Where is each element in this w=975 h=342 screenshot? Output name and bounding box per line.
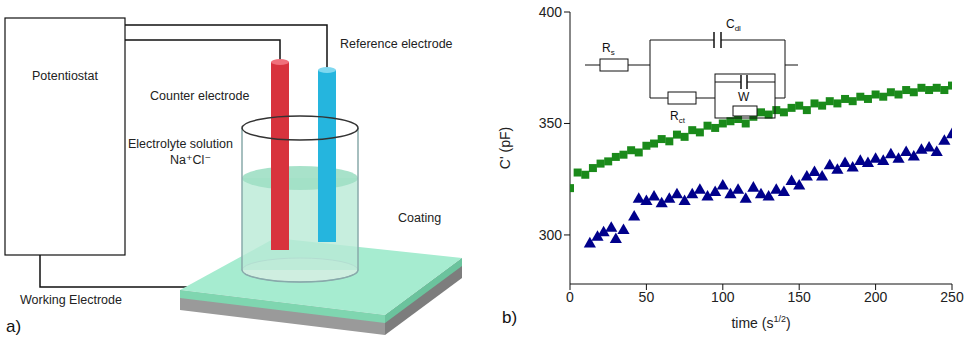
svg-text:W: W (738, 90, 750, 104)
svg-text:Coating: Coating (398, 211, 441, 225)
svg-text:Counter electrode: Counter electrode (150, 89, 249, 103)
svg-text:C' (pF): C' (pF) (497, 127, 513, 169)
svg-text:Electrolyte solution: Electrolyte solution (128, 137, 233, 151)
svg-text:350: 350 (539, 115, 563, 131)
svg-text:200: 200 (864, 289, 888, 305)
svg-text:Rct: Rct (670, 109, 686, 125)
svg-text:50: 50 (639, 289, 655, 305)
svg-text:Reference electrode: Reference electrode (340, 37, 453, 51)
svg-text:100: 100 (711, 289, 735, 305)
html-text:b): b) (502, 308, 518, 327)
svg-text:a): a) (6, 317, 21, 336)
svg-text:0: 0 (566, 289, 574, 305)
svg-text:Working Electrode: Working Electrode (20, 293, 122, 307)
svg-text:150: 150 (788, 289, 812, 305)
svg-text:Potentiostat: Potentiostat (32, 69, 99, 83)
svg-text:250: 250 (940, 289, 964, 305)
svg-text:Cdl: Cdl (726, 17, 741, 33)
svg-text:Na⁺Cl⁻: Na⁺Cl⁻ (170, 153, 211, 167)
svg-text:Rs: Rs (602, 41, 615, 57)
svg-text:400: 400 (539, 4, 563, 20)
svg-text:300: 300 (539, 227, 563, 243)
svg-text:time (s1/2): time (s1/2) (731, 314, 790, 331)
